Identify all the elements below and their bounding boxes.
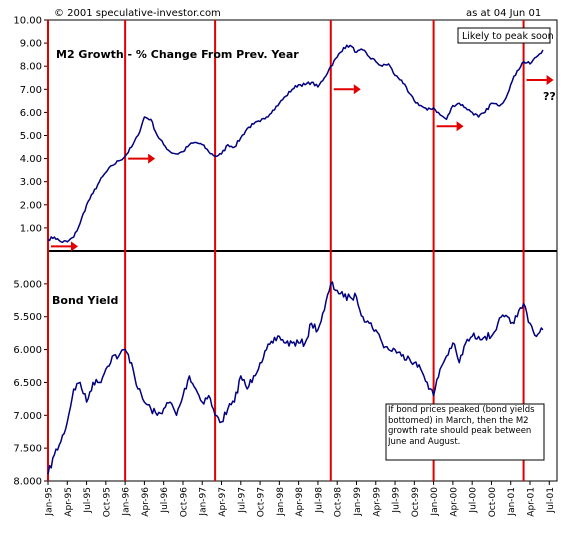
x-tick-label: Apr-99 [372, 487, 382, 517]
bond-note-text: If bond prices peaked (bond yields botto… [388, 405, 535, 447]
signal-arrows [51, 75, 554, 252]
x-tick-label: Jan-98 [276, 487, 286, 517]
yield-y-tick-label: 7.500 [13, 444, 42, 455]
x-tick-label: Apr-96 [141, 487, 151, 517]
x-tick-label: Jan-96 [122, 487, 132, 517]
m2-y-tick-label: 5.00 [20, 131, 42, 142]
x-tick-label: Oct-99 [411, 487, 421, 518]
m2-y-tick-label: 8.00 [20, 62, 42, 73]
bond-note: If bond prices peaked (bond yields botto… [388, 405, 535, 447]
yield-y-tick-label: 8.000 [13, 477, 42, 488]
m2-y-tick-label: 9.00 [20, 39, 42, 50]
yield-y-tick-label: 5.000 [13, 279, 42, 290]
x-tick-label: Apr-95 [64, 487, 74, 517]
signal-arrow-head [71, 241, 78, 252]
x-tick-label: Jul-00 [469, 487, 479, 514]
x-axis-ticks: Jan-95 Apr-95 Jul-95 Oct-95 Jan-96 Apr-96 Jul-… [45, 481, 556, 517]
x-tick-label: Jan-01 [507, 487, 517, 517]
peak-note-box [457, 27, 551, 44]
yield-y-tick-label: 6.000 [13, 345, 42, 356]
as-at-date: as at 04 Jun 01 [466, 8, 541, 19]
m2-y-tick-label: 1.00 [20, 223, 42, 234]
x-tick-label: Apr-01 [527, 487, 537, 517]
m2-panel-title: M2 Growth - % Change From Prev. Year [56, 48, 299, 61]
x-tick-label: Jul-95 [83, 487, 93, 514]
yield-y-tick-label: 6.500 [13, 378, 42, 389]
copyright-text: © 2001 speculative-investor.com [54, 8, 221, 19]
series-lines [47, 44, 544, 475]
bond-panel-title: Bond Yield [52, 294, 118, 307]
x-tick-label: Oct-97 [257, 487, 267, 517]
question-marks: ?? [543, 90, 556, 103]
m2-y-tick-label: 2.00 [20, 200, 42, 211]
x-tick-label: Apr-97 [218, 487, 228, 517]
x-tick-label: Jul-98 [314, 487, 324, 514]
peak-note-text: Likely to peak soon [462, 31, 554, 42]
bond-note-box [385, 403, 545, 461]
m2-y-tick-label: 7.00 [20, 85, 42, 96]
signal-arrow-head [546, 75, 554, 86]
x-tick-label: Apr-00 [449, 487, 459, 517]
bond-yield-line [47, 281, 544, 475]
m2-y-tick-label: 6.00 [20, 108, 42, 119]
m2-y-tick-label: 4.00 [20, 154, 42, 165]
yield-y-tick-label: 5.500 [13, 312, 42, 323]
x-tick-label: Jan-97 [199, 487, 209, 517]
yield-y-tick-label: 7.000 [13, 411, 42, 422]
x-tick-label: Jan-00 [430, 487, 440, 517]
signal-arrow-head [148, 153, 156, 164]
signal-arrow-head [456, 121, 464, 132]
m2-y-tick-label: 10.00 [13, 16, 42, 27]
signal-arrow-head [353, 84, 361, 95]
x-tick-label: Apr-98 [295, 487, 305, 517]
x-tick-label: Jan-95 [45, 487, 55, 517]
x-tick-label: Oct-95 [102, 487, 112, 517]
x-tick-label: Jul-01 [546, 487, 556, 514]
x-tick-label: Oct-96 [179, 487, 189, 518]
x-tick-label: Jul-96 [160, 487, 170, 514]
x-tick-label: Oct-98 [334, 487, 344, 518]
m2-y-axis-ticks: 10.00 9.00 8.00 7.00 6.00 5.00 4.00 3.00 2.00 1.0… [13, 16, 48, 234]
x-tick-label: Jul-97 [237, 487, 247, 514]
m2-y-tick-label: 3.00 [20, 177, 42, 188]
x-tick-label: Jan-99 [353, 487, 363, 517]
x-tick-label: Oct-00 [488, 487, 498, 518]
yield-y-axis-ticks: 5.000 5.500 6.000 6.500 7.000 7.500 8.000 [13, 279, 48, 488]
x-tick-label: Jul-99 [392, 487, 402, 514]
m2-growth-line [47, 44, 544, 244]
